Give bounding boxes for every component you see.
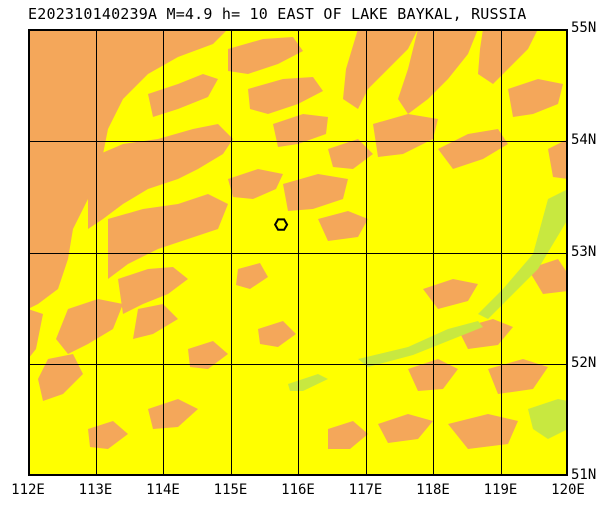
map-title: E202310140239A M=4.9 h= 10 EAST OF LAKE … [28, 5, 527, 23]
longitude-label: 114E [146, 482, 180, 498]
latitude-label: 55N [571, 20, 597, 36]
map-panel [28, 29, 568, 476]
latitude-label: 53N [571, 243, 597, 260]
highland-terrain [28, 29, 568, 449]
epicenter-hexagon-marker [273, 218, 289, 231]
latitude-label: 51N [571, 467, 597, 483]
latitude-label: 54N [571, 131, 597, 148]
valley-lowlands [288, 189, 568, 439]
longitude-label: 119E [483, 482, 518, 498]
longitude-label: 117E [348, 482, 383, 498]
latitude-label: 52N [571, 355, 597, 372]
longitude-label: 120E [551, 482, 585, 498]
map-border [28, 29, 568, 476]
longitude-label: 116E [281, 482, 315, 498]
terrain-map [28, 29, 568, 476]
coordinate-grid [28, 29, 568, 476]
longitude-label: 118E [416, 482, 450, 498]
longitude-label: 113E [78, 482, 113, 498]
longitude-label: 112E [11, 482, 45, 498]
longitude-label: 115E [213, 482, 248, 498]
